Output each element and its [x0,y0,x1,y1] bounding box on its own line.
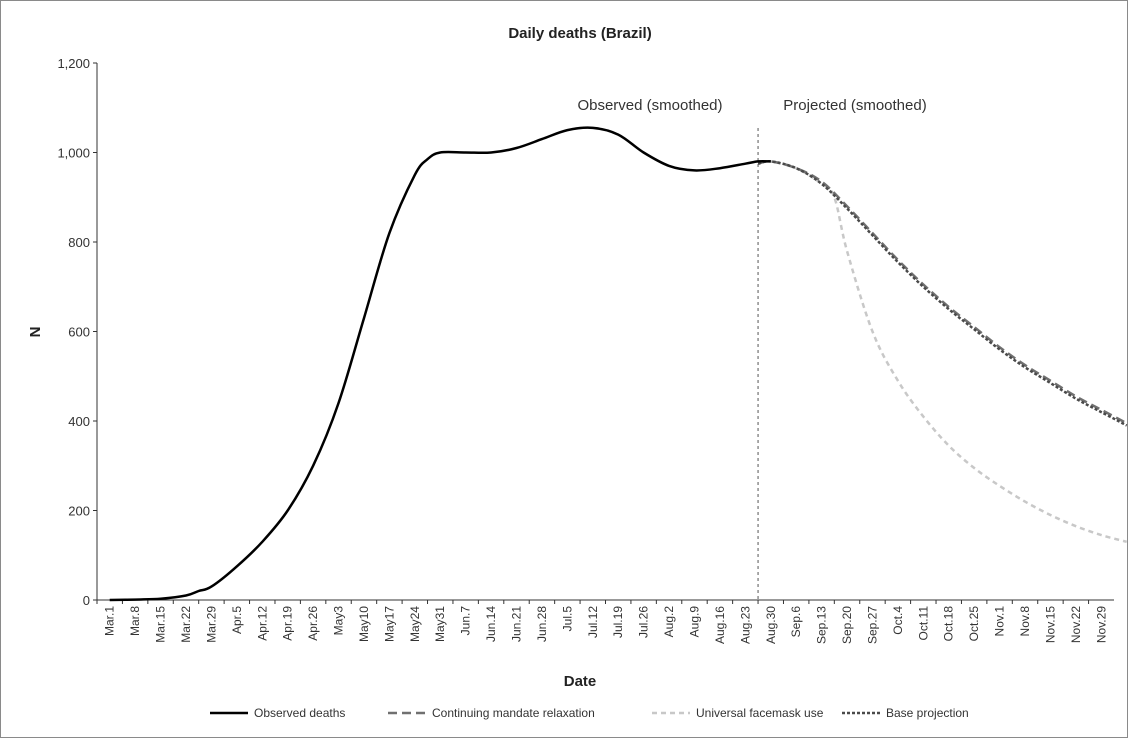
y-axis-label: N [27,327,44,338]
x-tick-label: Sep.27 [865,606,879,644]
x-tick-label: Sep.6 [789,606,803,638]
x-tick-label: Aug.2 [662,606,676,638]
x-tick-label: Nov.29 [1094,606,1108,643]
legend-label-continuing-mandate-relaxation: Continuing mandate relaxation [432,706,595,720]
chart-title: Daily deaths (Brazil) [508,25,651,42]
x-tick-label: Jun.21 [510,606,524,642]
x-tick-label: Jun.14 [484,606,498,642]
x-tick-label: Oct.25 [967,606,981,642]
series-line-base-projection [757,160,1128,427]
x-tick-label: May31 [433,606,447,642]
x-tick-label: Apr.19 [281,606,295,641]
x-tick-label: Mar.22 [179,606,193,643]
legend-label-base-projection: Base projection [886,706,969,720]
x-tick-label: Nov.1 [993,606,1007,637]
y-tick-label: 0 [83,593,90,608]
x-tick-label: Jun.28 [535,606,549,642]
x-tick-label: Jul.12 [586,606,600,638]
y-tick-label: 400 [68,414,90,429]
x-tick-label: Apr.26 [306,606,320,641]
x-tick-label: Mar.15 [154,606,168,643]
x-tick-label: Oct.18 [942,606,956,642]
x-tick-label: May24 [408,606,422,642]
x-tick-label: Aug.9 [687,606,701,638]
y-tick-label: 600 [68,325,90,340]
y-tick-label: 1,200 [57,56,90,71]
legend-label-observed-deaths: Observed deaths [254,706,345,720]
x-tick-label: Aug.16 [713,606,727,644]
x-axis-label: Date [564,673,597,690]
x-tick-label: Apr.12 [255,606,269,641]
x-tick-label: Apr.5 [230,606,244,634]
series-line-continuing-mandate-relaxation [757,160,1128,425]
series-lines [109,126,1128,602]
annotation-observed: Observed (smoothed) [577,97,722,114]
axes: 0 200 400 600 800 1,000 1,200 Mar.1 Mar.8 Mar.15 M… [57,56,1114,644]
legend-label-universal-facemask-use: Universal facemask use [696,706,824,720]
annotation-projected: Projected (smoothed) [783,97,926,114]
x-tick-label: Jul.26 [637,606,651,638]
x-tick-label: May17 [382,606,396,642]
y-tick-label: 200 [68,504,90,519]
x-tick-label: Oct.4 [891,606,905,635]
x-tick-label: Sep.13 [815,606,829,644]
x-tick-label: Jul.19 [611,606,625,638]
x-tick-label: Jun.7 [459,606,473,636]
legend: Observed deaths Continuing mandate relaxa… [210,706,969,720]
x-tick-label: Aug.30 [764,606,778,644]
x-tick-label: May3 [332,606,346,636]
x-tick-label: May10 [357,606,371,642]
x-tick-label: Mar.29 [204,606,218,643]
x-tick-label: Jul.5 [560,606,574,632]
x-tick-label: Oct.11 [916,606,930,641]
x-tick-label: Mar.1 [103,606,117,636]
x-tick-label: Aug.23 [738,606,752,644]
x-tick-label: Mar.8 [128,606,142,636]
series-line-observed-deaths [109,126,771,602]
series-line-universal-facemask-use [757,160,1128,544]
x-tick-label: Sep.20 [840,606,854,644]
x-tick-label: Nov.15 [1043,606,1057,643]
y-tick-label: 800 [68,235,90,250]
x-tick-label: Nov.8 [1018,606,1032,637]
y-tick-label: 1,000 [57,146,90,161]
x-tick-label: Nov.22 [1069,606,1083,643]
